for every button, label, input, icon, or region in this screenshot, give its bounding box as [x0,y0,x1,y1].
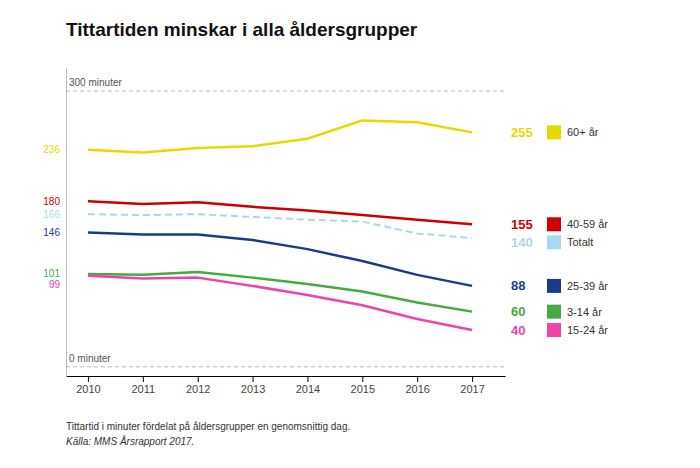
legend-item: 60 3-14 år [511,304,602,319]
legend-item: 155 40-59 år [511,217,608,232]
x-tick-mark [253,376,254,382]
legend-label: Totalt [567,236,593,248]
end-label: 88 [511,278,525,293]
x-tick-mark [472,376,473,382]
end-label: 60 [511,304,525,319]
x-tick-mark [362,376,363,382]
x-tick-mark [198,376,199,382]
reference-label: 0 minuter [69,353,111,364]
legend-item: 255 60+ år [511,125,599,140]
title: Tittartiden minskar i alla åldersgrupper [66,19,418,40]
x-tick-mark [417,376,418,382]
x-tick-label: 2012 [186,383,210,395]
legend-label: 60+ år [567,126,599,138]
legend: 255 60+ år 155 40-59 år 140 Totalt 88 25-39 år 6… [511,125,608,338]
start-label: 180 [43,196,60,207]
start-label: 236 [43,144,60,155]
x-axis: 2010 2011 2012 2013 2014 2015 2016 2017 [67,376,506,395]
legend-label: 3-14 år [567,305,602,317]
start-label: 99 [49,279,61,290]
legend-swatch [547,217,561,231]
x-tick: 2015 [351,376,375,395]
legend-item: 40 15-24 år [511,323,608,338]
reference-label: 300 minuter [69,77,122,88]
start-label: 101 [43,268,60,279]
series-line [88,120,472,152]
x-tick-label: 2013 [241,383,265,395]
x-tick-mark [88,376,89,382]
legend-item: 140 Totalt [511,235,593,250]
x-tick-mark [307,376,308,382]
legend-label: 15-24 år [567,324,608,336]
x-tick-label: 2017 [460,383,484,395]
end-label: 255 [511,125,533,140]
series-line [88,276,472,330]
y-axis-line [66,69,67,377]
x-tick-label: 2015 [351,383,375,395]
plot-area: 2010 2011 2012 2013 2014 2015 2016 2017 300 minu… [43,69,608,395]
x-axis-line [67,376,506,377]
footnote: Tittartid i minuter fördelat på åldersgr… [66,421,350,432]
legend-label: 25-39 år [567,280,608,292]
legend-swatch [547,125,561,139]
legend-item: 88 25-39 år [511,278,608,293]
x-tick-label: 2011 [131,383,155,395]
chart: Tittartiden minskar i alla åldersgrupper… [0,0,700,468]
legend-swatch [547,305,561,319]
legend-swatch [547,323,561,337]
reference-line [66,90,505,91]
x-tick: 2012 [186,376,210,395]
x-tick: 2014 [296,376,320,395]
x-tick-mark [143,376,144,382]
reference-line [66,366,505,367]
end-label: 155 [511,217,533,232]
marks [66,91,505,367]
x-tick-label: 2014 [296,383,320,395]
x-tick: 2011 [131,376,155,395]
legend-swatch [547,279,561,293]
end-label: 40 [511,323,525,338]
y-axis [66,69,67,377]
x-tick-label: 2016 [405,383,429,395]
series-line [88,201,472,224]
x-tick: 2017 [460,376,484,395]
legend-label: 40-59 år [567,218,608,230]
footnote: Källa: MMS Årsrapport 2017. [66,435,194,447]
legend-swatch [547,235,561,249]
x-tick: 2013 [241,376,265,395]
x-tick-label: 2010 [76,383,100,395]
x-tick: 2016 [405,376,429,395]
start-label: 146 [43,227,60,238]
x-tick: 2010 [76,376,100,395]
start-label: 166 [43,209,60,220]
end-label: 140 [511,235,533,250]
